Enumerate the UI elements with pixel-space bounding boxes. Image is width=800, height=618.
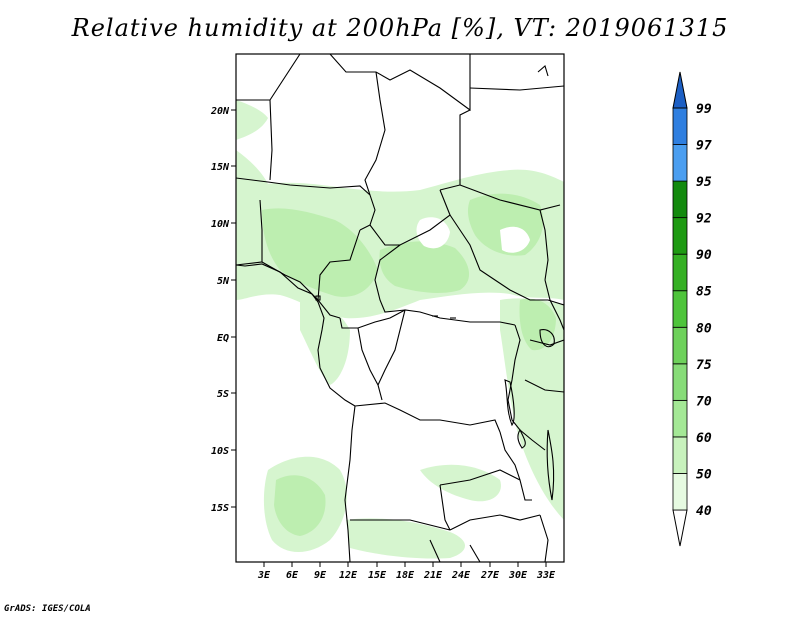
colorbar-segment bbox=[672, 326, 688, 365]
humidity-shading bbox=[236, 100, 564, 559]
lat-label-5n: 5N bbox=[217, 276, 230, 287]
colorbar-label: 90 bbox=[696, 248, 712, 263]
colorbar-segment bbox=[672, 290, 688, 328]
lon-label-6e: 6E bbox=[286, 570, 299, 581]
colorbar-segment bbox=[672, 399, 688, 438]
colorbar-label: 80 bbox=[696, 321, 712, 336]
colorbar-segment bbox=[672, 144, 688, 182]
colorbar-label: 40 bbox=[696, 504, 712, 519]
lon-label-3e: 3E bbox=[257, 570, 271, 581]
colorbar-segment bbox=[672, 473, 688, 511]
humidity-area-angola bbox=[346, 518, 465, 559]
humidity-core-south-atlantic bbox=[274, 475, 326, 536]
lon-label-27e: 27E bbox=[480, 570, 500, 581]
lon-label-30e: 30E bbox=[508, 570, 528, 581]
lon-label-18e: 18E bbox=[396, 570, 415, 581]
colorbar-segment bbox=[672, 180, 688, 219]
humidity-area-zambia bbox=[420, 464, 501, 502]
lat-label-15n: 15N bbox=[211, 162, 230, 173]
latitude-axis: 20N 15N 10N 5N EQ 5S 10S 15S bbox=[210, 106, 236, 514]
humidity-core-car bbox=[379, 241, 470, 293]
colorbar-label: 60 bbox=[696, 431, 712, 446]
lon-label-12e: 12E bbox=[339, 570, 358, 581]
lat-label-10s: 10S bbox=[211, 446, 229, 457]
lat-label-5s: 5S bbox=[217, 389, 229, 400]
colorbar-segment bbox=[672, 363, 688, 401]
lat-label-eq: EQ bbox=[217, 333, 229, 344]
colorbar: 40 50 60 70 75 80 85 90 92 95 97 99 bbox=[672, 71, 712, 547]
lon-label-24e: 24E bbox=[451, 570, 471, 581]
humidity-area-gulf bbox=[300, 300, 350, 385]
lat-label-10n: 10N bbox=[211, 219, 230, 230]
lat-label-20n: 20N bbox=[210, 106, 230, 117]
colorbar-segment bbox=[672, 253, 688, 292]
colorbar-segment bbox=[672, 436, 688, 474]
colorbar-label: 50 bbox=[696, 467, 712, 482]
humidity-core-cameroon bbox=[262, 208, 378, 297]
colorbar-segment bbox=[672, 217, 688, 255]
colorbar-label: 92 bbox=[696, 212, 712, 227]
grads-credit: GrADS: IGES/COLA bbox=[4, 604, 91, 614]
humidity-area-north-west bbox=[236, 100, 268, 140]
humidity-area-west-coast bbox=[236, 150, 268, 200]
colorbar-segment bbox=[672, 107, 688, 145]
colorbar-lower-triangle bbox=[672, 509, 688, 547]
lat-label-15s: 15S bbox=[211, 503, 229, 514]
longitude-axis: 3E 6E 9E 12E 15E 18E 21E 24E 27E 30E 33E bbox=[257, 562, 556, 581]
lon-label-33e: 33E bbox=[536, 570, 556, 581]
lon-label-15e: 15E bbox=[368, 570, 387, 581]
humidity-gap-north bbox=[416, 217, 450, 249]
colorbar-label: 97 bbox=[696, 139, 712, 154]
map-frame bbox=[235, 53, 565, 563]
colorbar-label: 99 bbox=[696, 102, 712, 117]
lon-label-21e: 21E bbox=[423, 570, 443, 581]
boundaries bbox=[236, 54, 564, 562]
colorbar-label: 70 bbox=[696, 394, 712, 409]
humidity-core-lakes bbox=[519, 298, 556, 351]
lon-label-9e: 9E bbox=[314, 570, 327, 581]
map-title: Relative humidity at 200hPa [%], VT: 201… bbox=[71, 14, 729, 42]
colorbar-label: 95 bbox=[696, 175, 712, 190]
colorbar-upper-triangle bbox=[672, 71, 688, 109]
humidity-gap-east bbox=[500, 226, 530, 253]
colorbar-label: 85 bbox=[696, 285, 712, 300]
colorbar-label: 75 bbox=[696, 358, 712, 373]
